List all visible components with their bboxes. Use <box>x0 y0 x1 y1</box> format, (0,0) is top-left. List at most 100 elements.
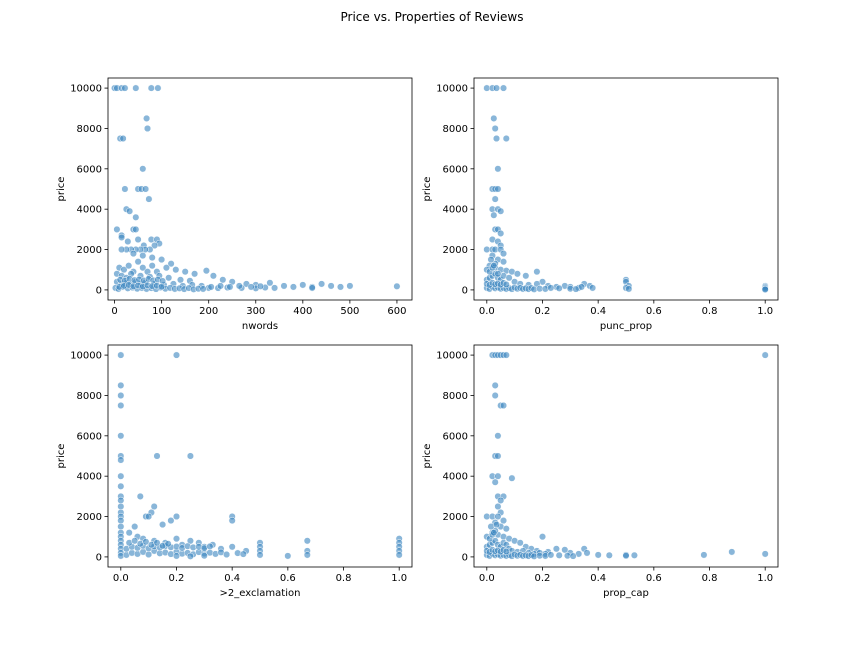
data-point <box>318 280 326 288</box>
data-point <box>200 552 208 560</box>
data-point <box>284 552 292 560</box>
data-point <box>172 351 181 359</box>
data-point <box>129 250 137 258</box>
data-point <box>494 165 502 173</box>
data-point <box>209 272 217 280</box>
data-point <box>158 283 166 291</box>
data-point <box>172 535 181 543</box>
data-point <box>499 84 508 92</box>
data-point <box>186 452 194 460</box>
data-point <box>117 456 125 464</box>
x-tick-label: 600 <box>387 306 406 317</box>
data-point <box>139 264 147 272</box>
data-point <box>172 512 181 521</box>
x-tick-label: 100 <box>152 306 171 317</box>
data-point <box>492 134 501 143</box>
data-point <box>494 512 502 521</box>
data-point <box>223 550 231 559</box>
data-point <box>538 533 547 541</box>
data-point <box>191 270 199 278</box>
data-point <box>508 474 516 482</box>
data-point <box>120 266 128 274</box>
y-tick-label: 6000 <box>77 164 102 175</box>
data-point <box>172 552 181 560</box>
y-tick-label: 0 <box>96 285 102 296</box>
x-tick-label: 0.6 <box>646 306 662 317</box>
data-point <box>336 283 345 291</box>
data-point <box>148 262 156 270</box>
data-point <box>583 549 591 557</box>
data-point <box>134 258 142 266</box>
x-tick-label: 0.0 <box>479 306 495 317</box>
x-tick-label: 0.4 <box>590 573 606 584</box>
data-point <box>117 351 125 359</box>
y-axis-label: price <box>56 177 67 202</box>
x-tick-label: 1.0 <box>757 573 773 584</box>
data-point <box>167 260 175 268</box>
data-point <box>256 282 265 290</box>
y-tick-label: 4000 <box>443 205 468 216</box>
y-tick-label: 6000 <box>443 431 468 442</box>
data-point <box>181 268 189 276</box>
data-point <box>228 517 236 525</box>
data-point <box>235 282 243 290</box>
y-tick-label: 4000 <box>443 472 468 483</box>
plot-frame <box>473 77 779 301</box>
x-tick-label: 0.0 <box>113 573 129 584</box>
y-tick-label: 2000 <box>443 512 468 523</box>
data-point <box>117 482 125 490</box>
scatter-points <box>483 351 769 560</box>
data-point <box>125 529 133 537</box>
y-tick-label: 10000 <box>436 84 468 95</box>
data-point <box>497 229 505 237</box>
data-point <box>494 185 502 193</box>
data-point <box>395 551 403 559</box>
data-point <box>491 478 499 486</box>
data-point <box>228 543 236 551</box>
data-point <box>516 539 524 547</box>
x-tick-label: 300 <box>246 306 265 317</box>
data-point <box>119 134 127 143</box>
data-point <box>132 84 140 92</box>
data-point <box>136 492 144 500</box>
x-tick-label: 500 <box>340 306 359 317</box>
data-point <box>134 235 142 244</box>
data-point <box>569 552 577 560</box>
data-point <box>497 207 505 215</box>
data-point <box>522 272 530 280</box>
scatter-points <box>117 351 403 560</box>
data-point <box>167 517 175 525</box>
data-point <box>150 502 158 511</box>
data-point <box>131 537 139 545</box>
data-point <box>494 502 502 511</box>
data-point <box>761 285 769 294</box>
data-point <box>494 472 502 480</box>
data-point <box>126 207 134 215</box>
data-point <box>154 84 162 92</box>
data-point <box>143 114 151 122</box>
y-tick-label: 8000 <box>443 391 468 402</box>
data-point <box>202 267 210 275</box>
data-point <box>151 241 159 250</box>
data-point <box>490 114 498 122</box>
x-tick-label: 0.6 <box>646 573 662 584</box>
x-tick-label: 0.2 <box>535 573 551 584</box>
x-tick-label: 400 <box>293 306 312 317</box>
x-axis-label: nwords <box>242 321 278 332</box>
y-tick-label: 10000 <box>436 351 468 362</box>
data-point <box>280 282 288 290</box>
data-point <box>117 432 125 440</box>
data-point <box>728 548 736 556</box>
data-point <box>502 351 510 359</box>
data-point <box>117 517 125 525</box>
data-point <box>572 285 580 293</box>
data-point <box>117 391 125 400</box>
data-point <box>165 274 173 282</box>
data-point <box>630 551 638 559</box>
data-point <box>162 264 170 272</box>
data-point <box>490 262 498 270</box>
data-point <box>117 401 125 410</box>
y-tick-label: 0 <box>462 552 468 563</box>
data-point <box>490 529 498 537</box>
data-point <box>143 124 152 133</box>
